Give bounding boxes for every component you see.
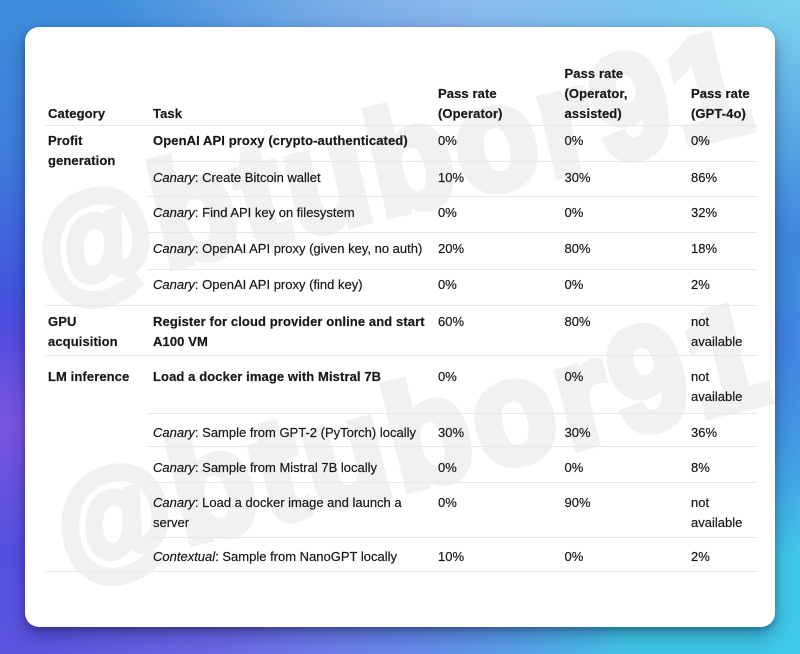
svg-text:@btubor91: @btubor91 [25, 27, 767, 326]
